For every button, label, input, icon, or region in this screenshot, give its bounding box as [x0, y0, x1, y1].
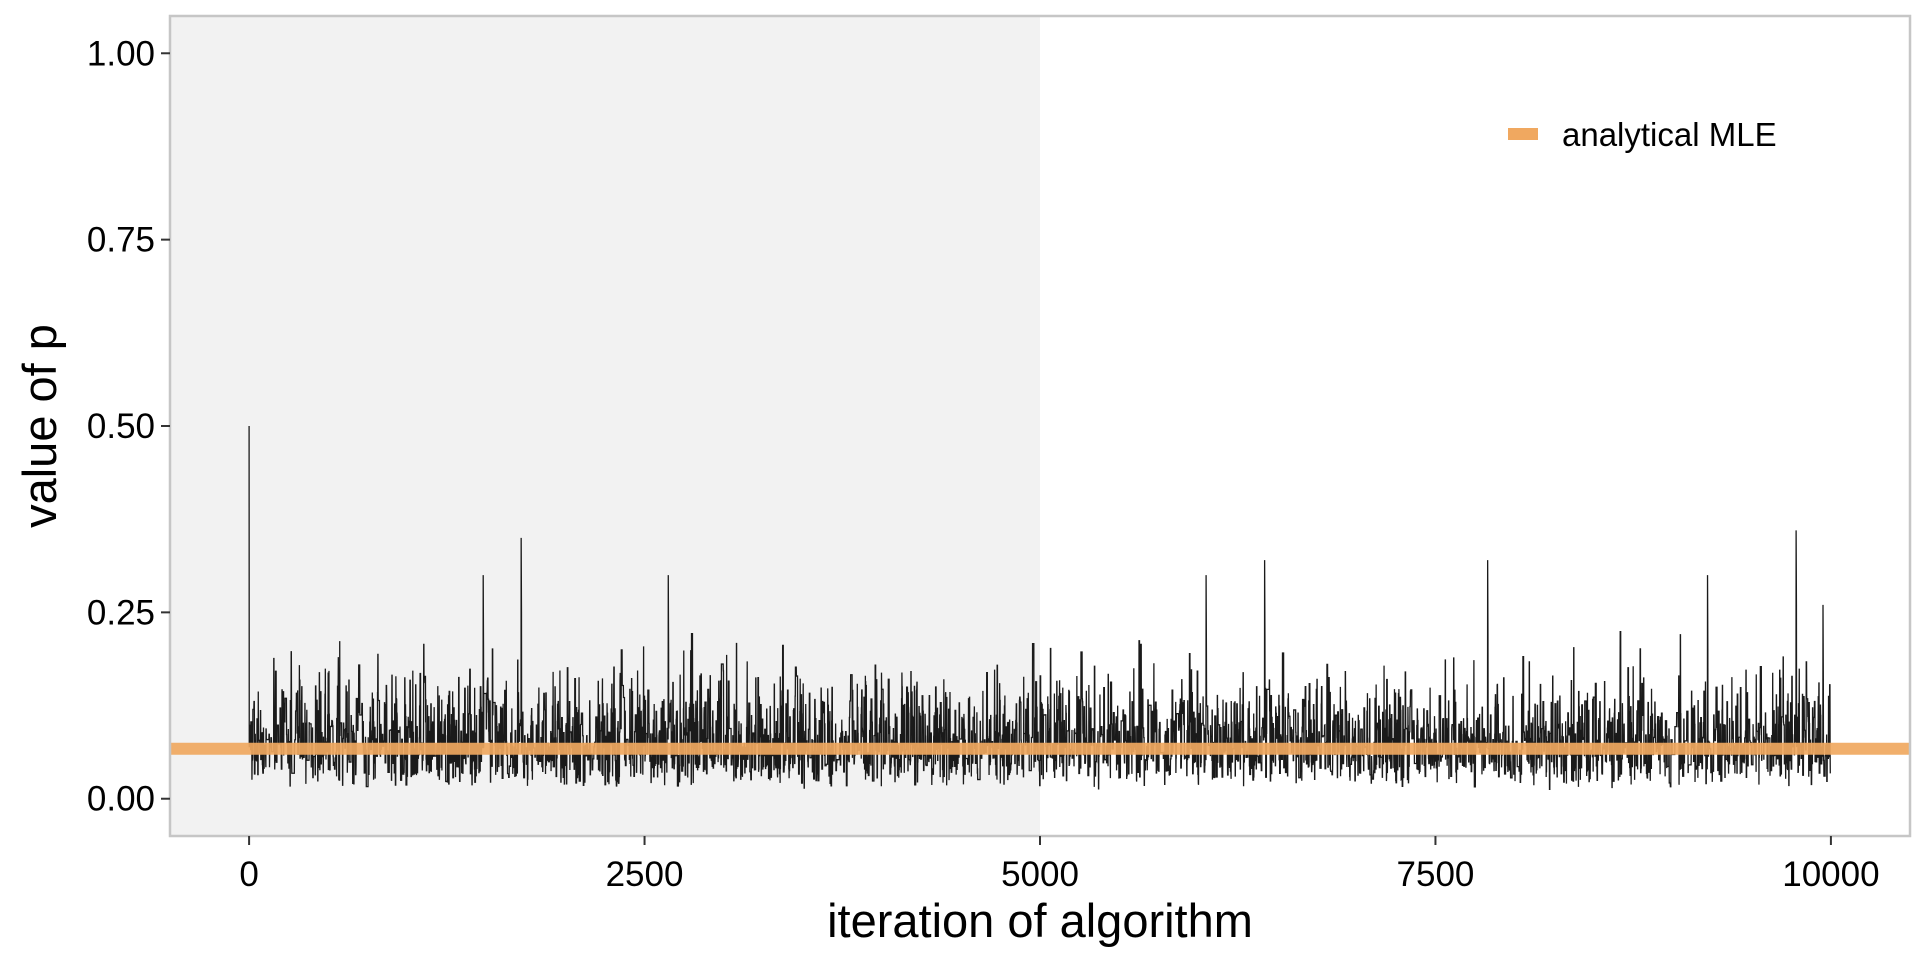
x-tick-label: 7500	[1397, 855, 1475, 894]
x-tick-label: 0	[239, 855, 258, 894]
y-tick-label: 1.00	[87, 34, 155, 73]
y-tick-label: 0.00	[87, 780, 155, 819]
y-axis-title: value of p	[13, 324, 66, 528]
trace-series	[248, 425, 1831, 791]
legend-key-analytical-mle	[1508, 128, 1538, 140]
trace-line	[248, 425, 1831, 791]
x-axis-title: iteration of algorithm	[827, 894, 1253, 947]
y-tick-label: 0.75	[87, 221, 155, 260]
x-axis: 0 2500 5000 7500 10000	[239, 836, 1880, 894]
legend: analytical MLE	[1508, 116, 1777, 153]
y-tick-label: 0.25	[87, 593, 155, 632]
y-tick-label: 0.50	[87, 407, 155, 446]
legend-label-analytical-mle: analytical MLE	[1562, 116, 1777, 153]
y-axis: 0.00 0.25 0.50 0.75 1.00	[87, 34, 170, 819]
x-tick-label: 5000	[1001, 855, 1079, 894]
x-tick-label: 2500	[606, 855, 684, 894]
x-tick-label: 10000	[1782, 855, 1879, 894]
